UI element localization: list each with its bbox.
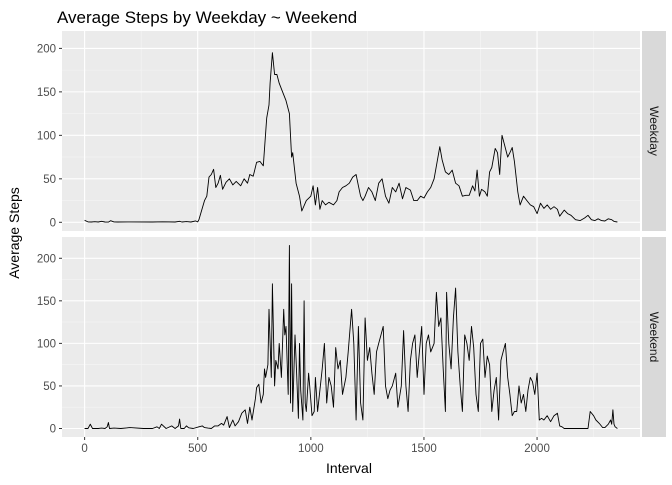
x-tick-label: 1000 bbox=[298, 443, 324, 455]
y-tick-label: 200 bbox=[37, 43, 56, 55]
x-tick-label: 0 bbox=[81, 443, 87, 455]
facet-weekend: 0 500 1000 1500 2000 0 50 100 150 200 Weekend bbox=[37, 237, 666, 455]
facet-strip-weekday bbox=[642, 31, 666, 231]
y-tick-label: 0 bbox=[50, 423, 56, 435]
panel-background bbox=[62, 237, 640, 437]
y-tick-label: 200 bbox=[37, 253, 56, 265]
y-tick-label: 50 bbox=[43, 381, 56, 393]
y-tick-label: 100 bbox=[37, 338, 56, 350]
facet-weekday: 0 50 100 150 200 Weekday bbox=[37, 31, 666, 231]
y-tick-label: 150 bbox=[37, 296, 56, 308]
x-axis-label: Interval bbox=[326, 460, 372, 476]
series-line-weekend bbox=[84, 245, 618, 429]
facet-label-weekday: Weekday bbox=[647, 106, 661, 156]
x-tick-label: 1500 bbox=[411, 443, 437, 455]
y-tick-label: 0 bbox=[50, 217, 56, 229]
facet-strip-weekend bbox=[642, 237, 666, 437]
facet-label-weekend: Weekend bbox=[647, 312, 661, 362]
facet-panels: 0 50 100 150 200 Weekday 0 500 1000 1500 2000 0 50 10… bbox=[37, 31, 666, 455]
y-tick-label: 50 bbox=[43, 174, 56, 186]
y-tick-label: 150 bbox=[37, 87, 56, 99]
panel-background bbox=[62, 31, 640, 231]
y-axis-label: Average Steps bbox=[6, 187, 22, 279]
chart-title: Average Steps by Weekday ~ Weekend bbox=[57, 8, 357, 27]
x-tick-label: 2000 bbox=[524, 443, 550, 455]
y-tick-label: 100 bbox=[37, 130, 56, 142]
x-tick-label: 500 bbox=[188, 443, 207, 455]
series-line-weekday bbox=[84, 52, 618, 223]
